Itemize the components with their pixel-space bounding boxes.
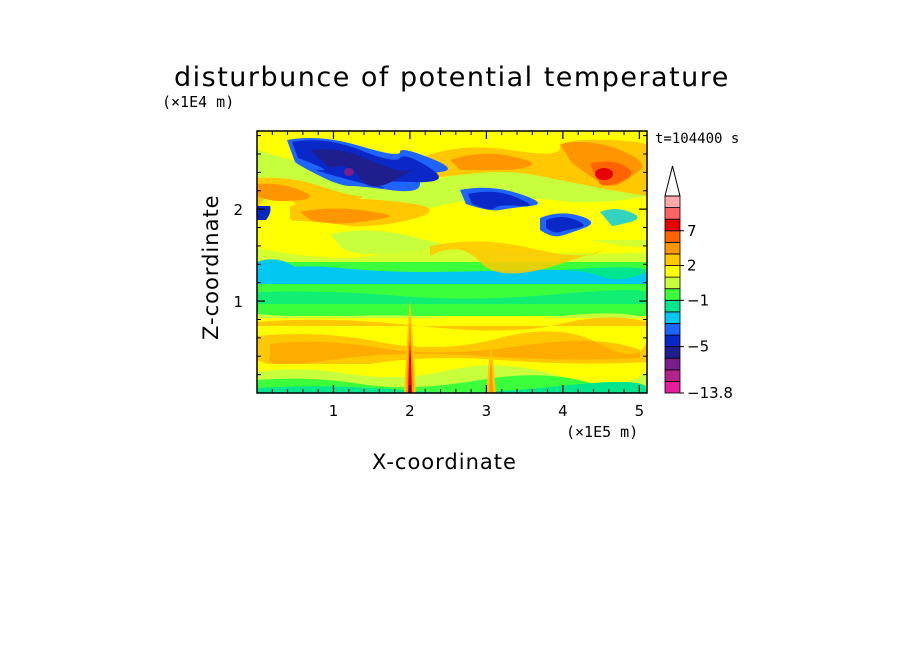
x-tick-label: 2 xyxy=(405,402,415,420)
colorbar-label: 7 xyxy=(687,222,697,240)
colorbar-segment xyxy=(664,288,681,301)
colorbar-segment xyxy=(664,230,681,243)
colorbar-segment xyxy=(664,381,681,394)
plot-frame xyxy=(256,130,648,394)
colorbar-segment xyxy=(664,276,681,290)
field-plot xyxy=(257,131,647,393)
y-axis-label: Z-coordinate xyxy=(199,194,223,340)
colorbar-segment xyxy=(664,323,681,336)
colorbar-label: 2 xyxy=(687,257,697,275)
axis-ticks: 1 2 3 4 5 1 2 xyxy=(233,131,647,420)
colorbar-segment xyxy=(664,369,681,382)
time-label: t=104400 s xyxy=(655,131,739,147)
x-tick-label: 4 xyxy=(558,402,568,420)
x-unit-label: (×1E5 m) xyxy=(566,423,638,441)
y-tick-label: 1 xyxy=(233,293,243,311)
colorbar-segment xyxy=(664,195,681,208)
colorbar: 7 2 −1 −5 −13.8 xyxy=(664,165,733,402)
colorbar-segment xyxy=(664,346,681,359)
colorbar-segment xyxy=(664,299,681,313)
colorbar-segment xyxy=(664,241,681,255)
colorbar-segment xyxy=(664,253,681,266)
colorbar-label: −1 xyxy=(687,291,709,309)
colorbar-segment xyxy=(664,218,681,232)
x-axis-label: X-coordinate xyxy=(372,450,517,474)
colorbar-segment xyxy=(664,334,681,348)
x-tick-label: 1 xyxy=(329,402,339,420)
colorbar-label: −5 xyxy=(687,338,709,356)
colorbar-segment xyxy=(664,265,681,278)
colorbar-label: −13.8 xyxy=(687,384,733,402)
y-unit-label: (×1E4 m) xyxy=(162,93,234,111)
y-tick-label: 2 xyxy=(233,201,243,219)
chart-title: disturbunce of potential temperature xyxy=(174,62,730,93)
colorbar-segment xyxy=(664,207,681,220)
colorbar-segment xyxy=(664,357,681,371)
x-tick-label: 3 xyxy=(482,402,492,420)
colorbar-extend-arrow xyxy=(664,165,681,197)
colorbar-segment xyxy=(664,311,681,324)
x-tick-label: 5 xyxy=(635,402,645,420)
